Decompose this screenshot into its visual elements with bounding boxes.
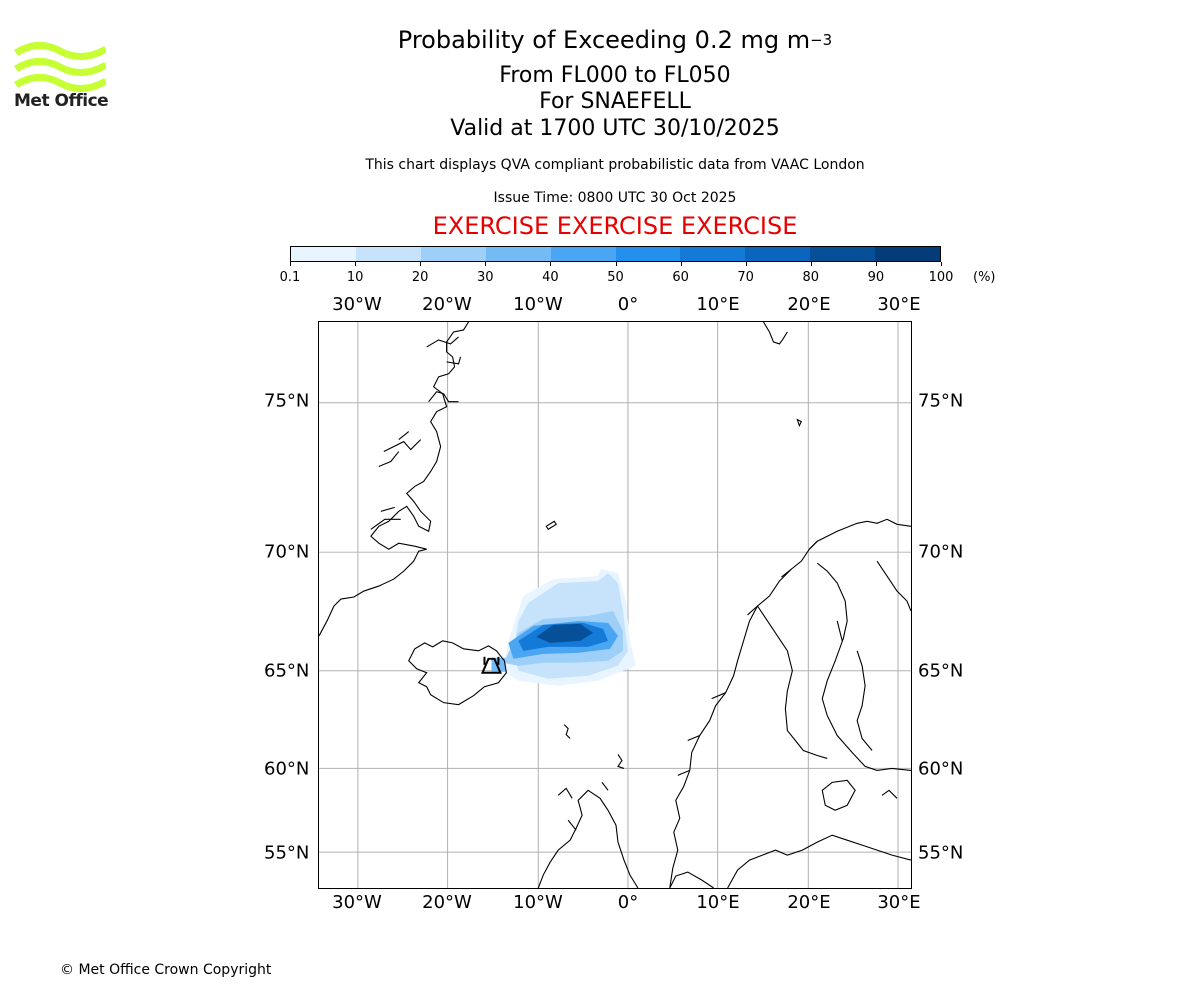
colorbar-tick-label: 60: [672, 270, 689, 285]
colorbar-segment: [680, 247, 746, 261]
map-panel: [318, 321, 912, 889]
longitude-label-top: 0°: [617, 294, 639, 315]
latitude-label-left: 75°N: [264, 390, 310, 412]
latitude-label-right: 65°N: [918, 660, 964, 682]
colorbar-tick: [745, 262, 747, 266]
colorbar-tick-label: 10: [346, 270, 364, 285]
colorbar-segment: [291, 247, 356, 261]
colorbar-segment: [355, 247, 421, 261]
longitude-label-bottom: 30°E: [877, 892, 921, 913]
colorbar-tick-label: 90: [867, 270, 885, 285]
colorbar-tick-label: 50: [607, 270, 624, 285]
colorbar-tick-label: 70: [737, 270, 754, 285]
colorbar-tick: [355, 262, 357, 266]
latitude-label-right: 60°N: [918, 758, 964, 780]
longitude-label-bottom: 0°: [617, 892, 639, 913]
colorbar-tick: [550, 262, 552, 266]
volcano-name: For SNAEFELL: [539, 89, 691, 114]
longitude-label-bottom: 20°E: [787, 892, 831, 913]
latitude-label-left: 60°N: [264, 758, 310, 780]
longitude-label-bottom: 20°W: [422, 892, 472, 913]
latitude-label-left: 55°N: [264, 842, 310, 864]
issue-time: Issue Time: 0800 UTC 30 Oct 2025: [493, 190, 737, 206]
title-superscript: −3: [810, 31, 833, 49]
colorbar-tick: [680, 262, 682, 266]
colorbar-segment: [420, 247, 486, 261]
colorbar-segment: [745, 247, 811, 261]
longitude-label-top: 20°E: [787, 294, 831, 315]
valid-time: Valid at 1700 UTC 30/10/2025: [450, 116, 780, 141]
probability-colorbar: [290, 246, 941, 262]
colorbar-segment: [550, 247, 616, 261]
colorbar-tick: [810, 262, 812, 266]
colorbar-tick-label: 20: [411, 270, 429, 285]
colorbar-tick: [941, 262, 942, 266]
longitude-label-top: 30°E: [877, 294, 921, 315]
flight-level-range: From FL000 to FL050: [499, 63, 731, 88]
latitude-label-right: 55°N: [918, 842, 964, 864]
colorbar-tick-label: 40: [542, 270, 559, 285]
longitude-label-top: 10°E: [696, 294, 740, 315]
volcano-marker-icon: [480, 656, 502, 674]
colorbar-tick: [485, 262, 487, 266]
coastlines: [319, 322, 911, 888]
colorbar-tick-label: 0.1: [279, 270, 301, 285]
ash-probability-plume: [491, 569, 636, 686]
colorbar-segment: [875, 247, 941, 261]
colorbar-tick: [615, 262, 617, 266]
longitude-label-top: 30°W: [332, 294, 382, 315]
title-main: Probability of Exceeding 0.2 mg m: [397, 26, 811, 54]
gridlines: [319, 322, 911, 888]
latitude-label-left: 65°N: [264, 660, 310, 682]
colorbar-tick-label: 100: [928, 270, 954, 285]
colorbar-tick-label: 80: [802, 270, 820, 285]
latitude-label-right: 75°N: [918, 390, 964, 412]
colorbar-tick: [420, 262, 422, 266]
chart-title: Probability of Exceeding 0.2 mg m−3: [0, 26, 1200, 54]
longitude-label-top: 10°W: [513, 294, 563, 315]
colorbar-tick: [875, 262, 877, 266]
copyright-notice: © Met Office Crown Copyright: [60, 962, 272, 978]
met-office-logo-text: Met Office: [14, 91, 109, 111]
colorbar-segment: [485, 247, 551, 261]
chart-description: This chart displays QVA compliant probab…: [365, 157, 865, 173]
longitude-label-bottom: 10°E: [696, 892, 740, 913]
colorbar-segment: [615, 247, 681, 261]
latitude-label-left: 70°N: [264, 541, 310, 563]
colorbar-tick-label: 30: [477, 270, 494, 285]
met-office-logo: [14, 42, 106, 92]
longitude-label-top: 20°W: [422, 294, 472, 315]
latitude-label-right: 70°N: [918, 541, 964, 563]
longitude-label-bottom: 10°W: [513, 892, 563, 913]
exercise-banner: EXERCISE EXERCISE EXERCISE: [432, 212, 798, 240]
colorbar-unit: (%): [973, 270, 996, 285]
colorbar-segment: [810, 247, 876, 261]
colorbar-tick: [290, 262, 291, 266]
longitude-label-bottom: 30°W: [332, 892, 382, 913]
